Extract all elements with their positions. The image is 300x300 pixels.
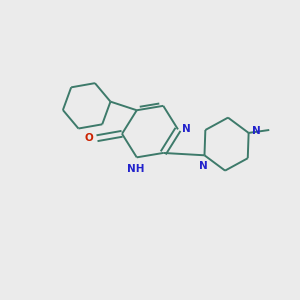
Text: NH: NH	[127, 164, 144, 174]
Text: N: N	[182, 124, 190, 134]
Text: O: O	[85, 133, 94, 142]
Text: N: N	[252, 126, 260, 136]
Text: N: N	[199, 160, 207, 171]
